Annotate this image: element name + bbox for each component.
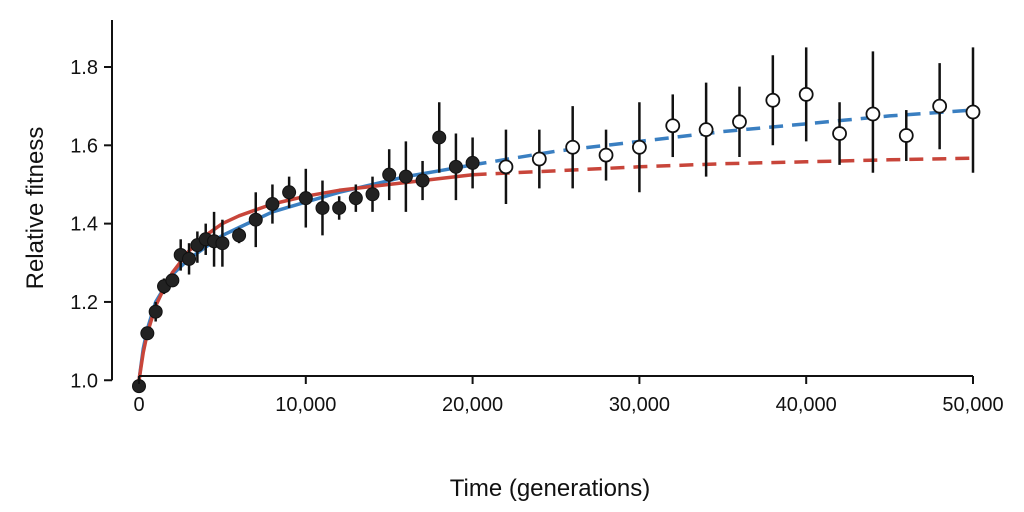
y-tick-label: 1.8 [70, 57, 98, 79]
hyperbolic-curve-dashed [472, 156, 974, 177]
filled-data-point [465, 155, 480, 170]
open-data-point [498, 159, 514, 175]
axes: 0 10,000 20,000 30,000 40,000 50,000 1.0 1.2 1.4… [70, 20, 1004, 416]
filled-data-point [332, 200, 347, 215]
filled-data-point [398, 169, 413, 184]
filled-data-point [248, 212, 263, 227]
filled-data-point [165, 273, 180, 288]
error-bars [146, 47, 975, 338]
filled-data-point [448, 159, 463, 174]
filled-data-point [215, 236, 230, 251]
open-data-point [632, 139, 647, 155]
x-axis-title: Time (generations) [450, 475, 651, 502]
open-data-point [531, 151, 547, 167]
x-tick-label: 30,000 [609, 394, 670, 416]
filled-data-point [348, 191, 363, 206]
filled-data-point [148, 304, 163, 319]
power-law-curve-dashed [472, 108, 974, 167]
open-data-point [732, 114, 747, 130]
x-tick-label: 0 [133, 394, 144, 416]
filled-data-point [182, 251, 197, 266]
filled-data-point [365, 187, 380, 202]
open-data-point [698, 122, 714, 138]
y-tick-label: 1.4 [70, 214, 98, 236]
open-data-point [965, 104, 981, 120]
filled-data-point [232, 228, 247, 243]
open-data-point [798, 87, 814, 102]
filled-data-point [432, 130, 447, 145]
x-tick-label: 40,000 [776, 394, 837, 416]
filled-data-point [140, 326, 155, 341]
x-tick-label: 10,000 [275, 394, 336, 416]
open-data-point [832, 126, 847, 141]
open-data-point [865, 106, 881, 122]
y-tick-label: 1.0 [70, 370, 98, 392]
filled-data-point [282, 185, 297, 200]
filled-data-point [315, 200, 330, 215]
y-axis-title: Relative fitness [22, 127, 49, 290]
open-data-point [765, 92, 781, 108]
y-tick-label: 1.2 [70, 292, 98, 314]
open-data-point [932, 98, 948, 114]
open-data-point [565, 139, 581, 155]
filled-data-point [415, 173, 430, 188]
x-tick-label: 20,000 [442, 394, 503, 416]
y-tick-label: 1.6 [70, 135, 98, 157]
open-data-point [665, 118, 681, 134]
filled-data-point [265, 197, 280, 212]
filled-data-point [382, 167, 397, 182]
filled-data-point [298, 191, 313, 206]
fit-curves [137, 108, 974, 383]
open-data-point [898, 128, 914, 143]
data-points [132, 87, 981, 394]
open-data-point [598, 147, 614, 163]
x-tick-label: 50,000 [942, 394, 1003, 416]
